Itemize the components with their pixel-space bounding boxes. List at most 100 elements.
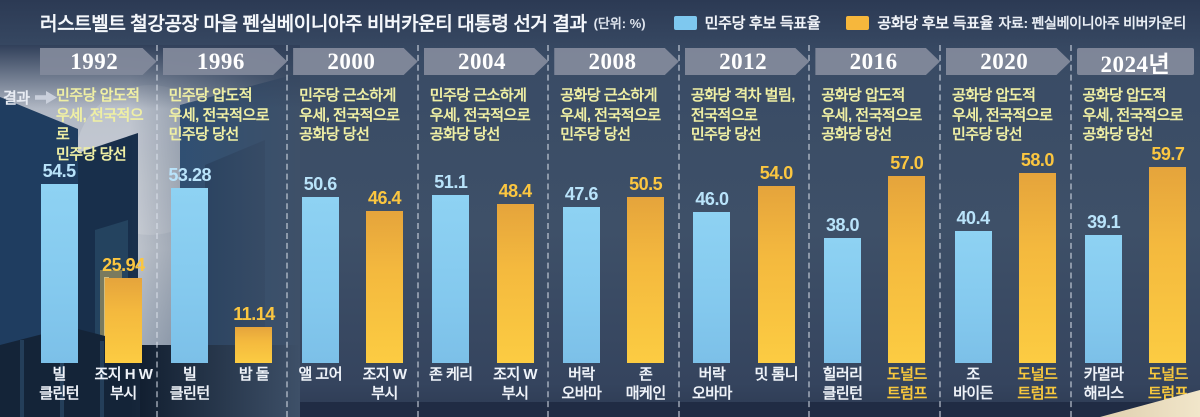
democrat-value-label: 51.1: [434, 172, 468, 193]
candidate-names: 빌 클린턴 조지 H W 부시: [27, 366, 156, 408]
democrat-swatch: [673, 15, 697, 30]
republican-bar: [496, 204, 534, 363]
year-banner: 2024년: [1076, 48, 1195, 77]
democrat-bar-cell: 38.0: [810, 215, 874, 363]
year-banner: 1992: [40, 48, 157, 75]
year-label: 2024년: [1100, 51, 1171, 77]
democrat-bar-cell: 53.28: [158, 165, 222, 363]
bottom-strip: [0, 402, 1200, 417]
right-arrow-icon: [34, 91, 57, 104]
year-column: 2020 공화당 압도적 우세, 전국적으로 민주당 당선 40.4 58.0 …: [941, 45, 1072, 417]
year-banner: 2004: [424, 48, 549, 75]
republican-value-label: 57.0: [890, 153, 924, 173]
republican-swatch: [846, 15, 870, 30]
year-label: 2012: [719, 48, 768, 74]
candidate-names: 존 케리 조지 W 부시: [419, 366, 548, 408]
republican-candidate-name: 조지 H W 부시: [94, 366, 153, 402]
republican-candidate-name: 존 매케인: [625, 366, 666, 402]
republican-value-label: 25.94: [102, 254, 145, 275]
year-label: 1992: [70, 48, 119, 74]
republican-value-label: 50.5: [629, 174, 663, 195]
democrat-candidate-name: 카멀라 해리스: [1083, 366, 1124, 402]
result-description: 공화당 압도적 우세, 전국적으로 공화당 당선: [821, 87, 922, 143]
republican-candidate-name: 조지 W 부시: [362, 366, 407, 402]
republican-bar-cell: 25.94: [91, 255, 155, 363]
bar-group: 40.4 58.0: [941, 145, 1070, 363]
year-column: 2024년 공화당 압도적 우세, 전국적으로 공화당 당선 39.1 59.7…: [1072, 45, 1200, 417]
republican-bar: [757, 185, 795, 363]
democrat-value-label: 53.28: [168, 165, 211, 186]
democrat-bar-cell: 50.6: [288, 174, 352, 363]
republican-value-label: 46.4: [368, 187, 402, 208]
democrat-bar-cell: 47.6: [549, 184, 613, 363]
democrat-bar: [562, 206, 600, 363]
democrat-value-label: 40.4: [956, 207, 991, 228]
republican-bar-cell: 46.4: [352, 188, 416, 363]
result-description: 공화당 압도적 우세, 전국적으로 민주당 당선: [951, 87, 1053, 143]
result-description: 공화당 압도적 우세, 전국적으로 공화당 당선: [1082, 87, 1184, 143]
republican-bar: [104, 277, 142, 363]
republican-bar: [1018, 172, 1056, 363]
year-columns: 1992 민주당 압도적 우세, 전국적으로 민주당 당선 54.5 25.94…: [27, 45, 1200, 417]
result-description: 민주당 압도적 우세, 전국적으로 민주당 당선: [56, 87, 144, 163]
year-label: 1996: [196, 48, 245, 74]
candidate-names: 앨 고어 조지 W 부시: [288, 366, 417, 408]
republican-candidate-name: 도널드 트럼프: [1017, 366, 1058, 402]
democrat-candidate-name: 존 케리: [429, 366, 473, 383]
year-column: 1996 민주당 압도적 우세, 전국적으로 민주당 당선 53.28 11.1…: [158, 45, 289, 417]
year-column: 2000 민주당 근소하게 우세, 전국적으로 공화당 당선 50.6 46.4…: [288, 45, 419, 417]
year-label: 2016: [849, 48, 898, 74]
democrat-bar: [824, 238, 862, 363]
republican-candidate-name: 밋 롬니: [754, 366, 799, 383]
republican-bar-cell: 58.0: [1005, 150, 1069, 363]
bar-group: 50.6 46.4: [288, 145, 417, 363]
candidate-names: 빌 클린턴 밥 돌: [158, 366, 287, 408]
year-column: 2016 공화당 압도적 우세, 전국적으로 공화당 당선 38.0 57.0 …: [810, 45, 941, 417]
result-description: 공화당 근소하게 우세, 전국적으로 민주당 당선: [560, 87, 661, 143]
republican-bar-cell: 48.4: [483, 181, 547, 363]
republican-value-label: 58.0: [1020, 149, 1055, 170]
bar-group: 53.28 11.14: [158, 145, 287, 363]
democrat-candidate-name: 힐러리 클린턴: [822, 366, 863, 402]
year-column: 2008 공화당 근소하게 우세, 전국적으로 민주당 당선 47.6 50.5…: [549, 45, 680, 417]
bar-group: 54.5 25.94: [27, 145, 156, 363]
republican-bar-cell: 54.0: [744, 163, 808, 363]
legend-label-democrat: 민주당 후보 득표율: [704, 15, 821, 32]
result-description: 민주당 근소하게 우세, 전국적으로 공화당 당선: [429, 87, 531, 143]
source-credit: 자료: 펜실베이니아주 비버카운티: [998, 14, 1186, 31]
year-column: 2012 공화당 격차 벌림, 전국적으로 민주당 당선 46.0 54.0 버…: [680, 45, 811, 417]
democrat-bar: [40, 184, 78, 363]
year-label: 2008: [588, 48, 637, 74]
democrat-candidate-name: 빌 클린턴: [39, 366, 80, 402]
republican-bar: [235, 326, 273, 363]
unit-label: (단위: %): [593, 16, 646, 31]
result-prefix-label: 결과: [3, 90, 30, 107]
democrat-value-label: 38.0: [825, 215, 860, 236]
year-label: 2000: [327, 48, 376, 74]
year-column: 2004 민주당 근소하게 우세, 전국적으로 공화당 당선 51.1 48.4…: [419, 45, 550, 417]
republican-bar: [888, 176, 926, 363]
republican-candidate-name: 밥 돌: [238, 366, 270, 383]
candidate-names: 버락 오바마 밋 롬니: [680, 366, 809, 408]
democrat-value-label: 54.5: [42, 161, 77, 182]
democrat-bar: [693, 212, 731, 363]
republican-value-label: 54.0: [759, 162, 794, 183]
republican-bar-cell: 11.14: [222, 304, 286, 363]
democrat-value-label: 46.0: [695, 189, 729, 210]
republican-candidate-name: 도널드 트럼프: [886, 366, 927, 402]
democrat-bar: [301, 197, 339, 363]
republican-bar-cell: 57.0: [875, 153, 939, 363]
candidate-names: 힐러리 클린턴 도널드 트럼프: [810, 366, 939, 408]
democrat-value-label: 39.1: [1087, 211, 1121, 232]
legend: 민주당 후보 득표율 공화당 후보 득표율: [673, 12, 993, 33]
democrat-value-label: 47.6: [564, 183, 599, 204]
result-description: 공화당 격차 벌림, 전국적으로 민주당 당선: [690, 87, 796, 143]
democrat-candidate-name: 버락 오바마: [692, 366, 732, 402]
democrat-bar: [171, 188, 209, 363]
year-banner: 2000: [293, 48, 418, 75]
year-column: 1992 민주당 압도적 우세, 전국적으로 민주당 당선 54.5 25.94…: [27, 45, 158, 417]
republican-value-label: 48.4: [498, 181, 533, 202]
democrat-candidate-name: 빌 클린턴: [169, 366, 210, 402]
bar-group: 38.0 57.0: [810, 145, 939, 363]
